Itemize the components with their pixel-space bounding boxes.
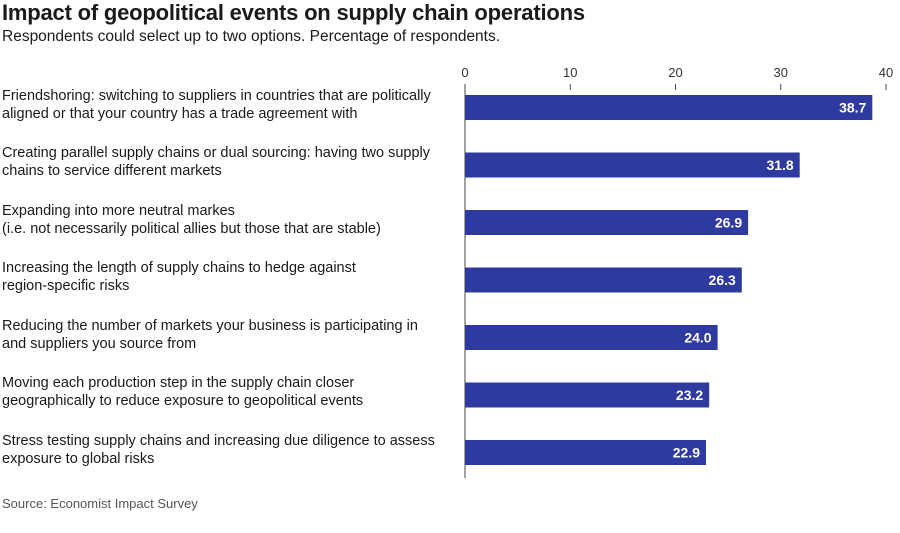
category-label-line: Friendshoring: switching to suppliers in… <box>2 87 431 104</box>
category-label: Friendshoring: switching to suppliers in… <box>2 87 452 123</box>
category-label-line: Increasing the length of supply chains t… <box>2 260 356 276</box>
category-label-line: Stress testing supply chains and increas… <box>2 432 435 449</box>
category-label-line: exposure to global risks <box>2 450 155 467</box>
chart-source: Source: Economist Impact Survey <box>2 496 198 511</box>
category-label-line: chains to service different markets <box>2 163 222 179</box>
category-label: Reducing the number of markets your busi… <box>2 317 452 353</box>
category-label-line: Reducing the number of markets your busi… <box>2 317 418 334</box>
bar-value-label: 31.8 <box>766 157 793 173</box>
category-label: Moving each production step in the suppl… <box>2 374 452 410</box>
bar <box>465 382 710 408</box>
x-tick-label: 10 <box>563 65 577 80</box>
category-label-line: (i.e. not necessarily political allies b… <box>2 220 381 237</box>
category-label-line: aligned or that your country has a trade… <box>2 105 358 122</box>
category-label-line: Expanding into more neutral markes <box>2 202 235 219</box>
category-label: Expanding into more neutral markes (i.e. … <box>2 202 452 238</box>
bar-value-label: 24.0 <box>684 330 711 346</box>
bar <box>465 210 749 235</box>
chart-subtitle: Respondents could select up to two optio… <box>2 28 501 45</box>
category-label-line: region-specific risks <box>2 278 130 294</box>
bar <box>465 152 800 178</box>
x-tick-label: 30 <box>774 65 788 80</box>
bar-value-label: 26.9 <box>715 215 742 231</box>
category-label-line: Moving each production step in the suppl… <box>2 375 355 391</box>
bar <box>465 440 707 465</box>
chart-title: Impact of geopolitical events on supply … <box>2 0 585 25</box>
category-label: Stress testing supply chains and increas… <box>2 432 452 468</box>
x-tick-label: 40 <box>879 65 893 80</box>
bar-value-label: 38.7 <box>839 100 866 116</box>
bar <box>465 325 718 350</box>
category-label: Increasing the length of supply chains t… <box>2 259 452 295</box>
bar-value-label: 23.2 <box>676 387 703 403</box>
bar <box>465 95 873 120</box>
bar-value-label: 22.9 <box>673 445 700 461</box>
category-label-line: geographically to reduce exposure to geo… <box>2 393 364 409</box>
category-label-line: Creating parallel supply chains or dual … <box>2 145 430 161</box>
x-tick-label: 0 <box>461 65 468 80</box>
bar-value-label: 26.3 <box>709 272 736 288</box>
bar <box>465 267 742 293</box>
category-label: Creating parallel supply chains or dual … <box>2 144 452 180</box>
category-label-line: and suppliers you source from <box>2 335 197 352</box>
x-tick-label: 20 <box>668 65 682 80</box>
